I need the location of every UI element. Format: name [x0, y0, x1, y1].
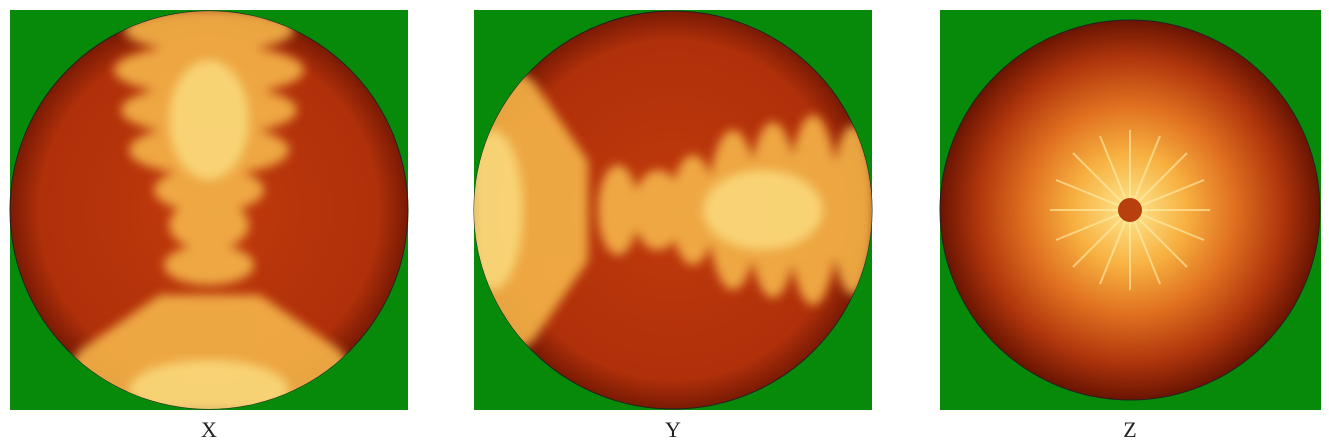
panel-label: Z [1123, 417, 1136, 442]
panel-x [9, 8, 409, 420]
panel-label: X [201, 417, 217, 442]
panel-label: Y [665, 417, 681, 442]
panel-y [463, 10, 875, 410]
panel-z [939, 10, 1321, 410]
